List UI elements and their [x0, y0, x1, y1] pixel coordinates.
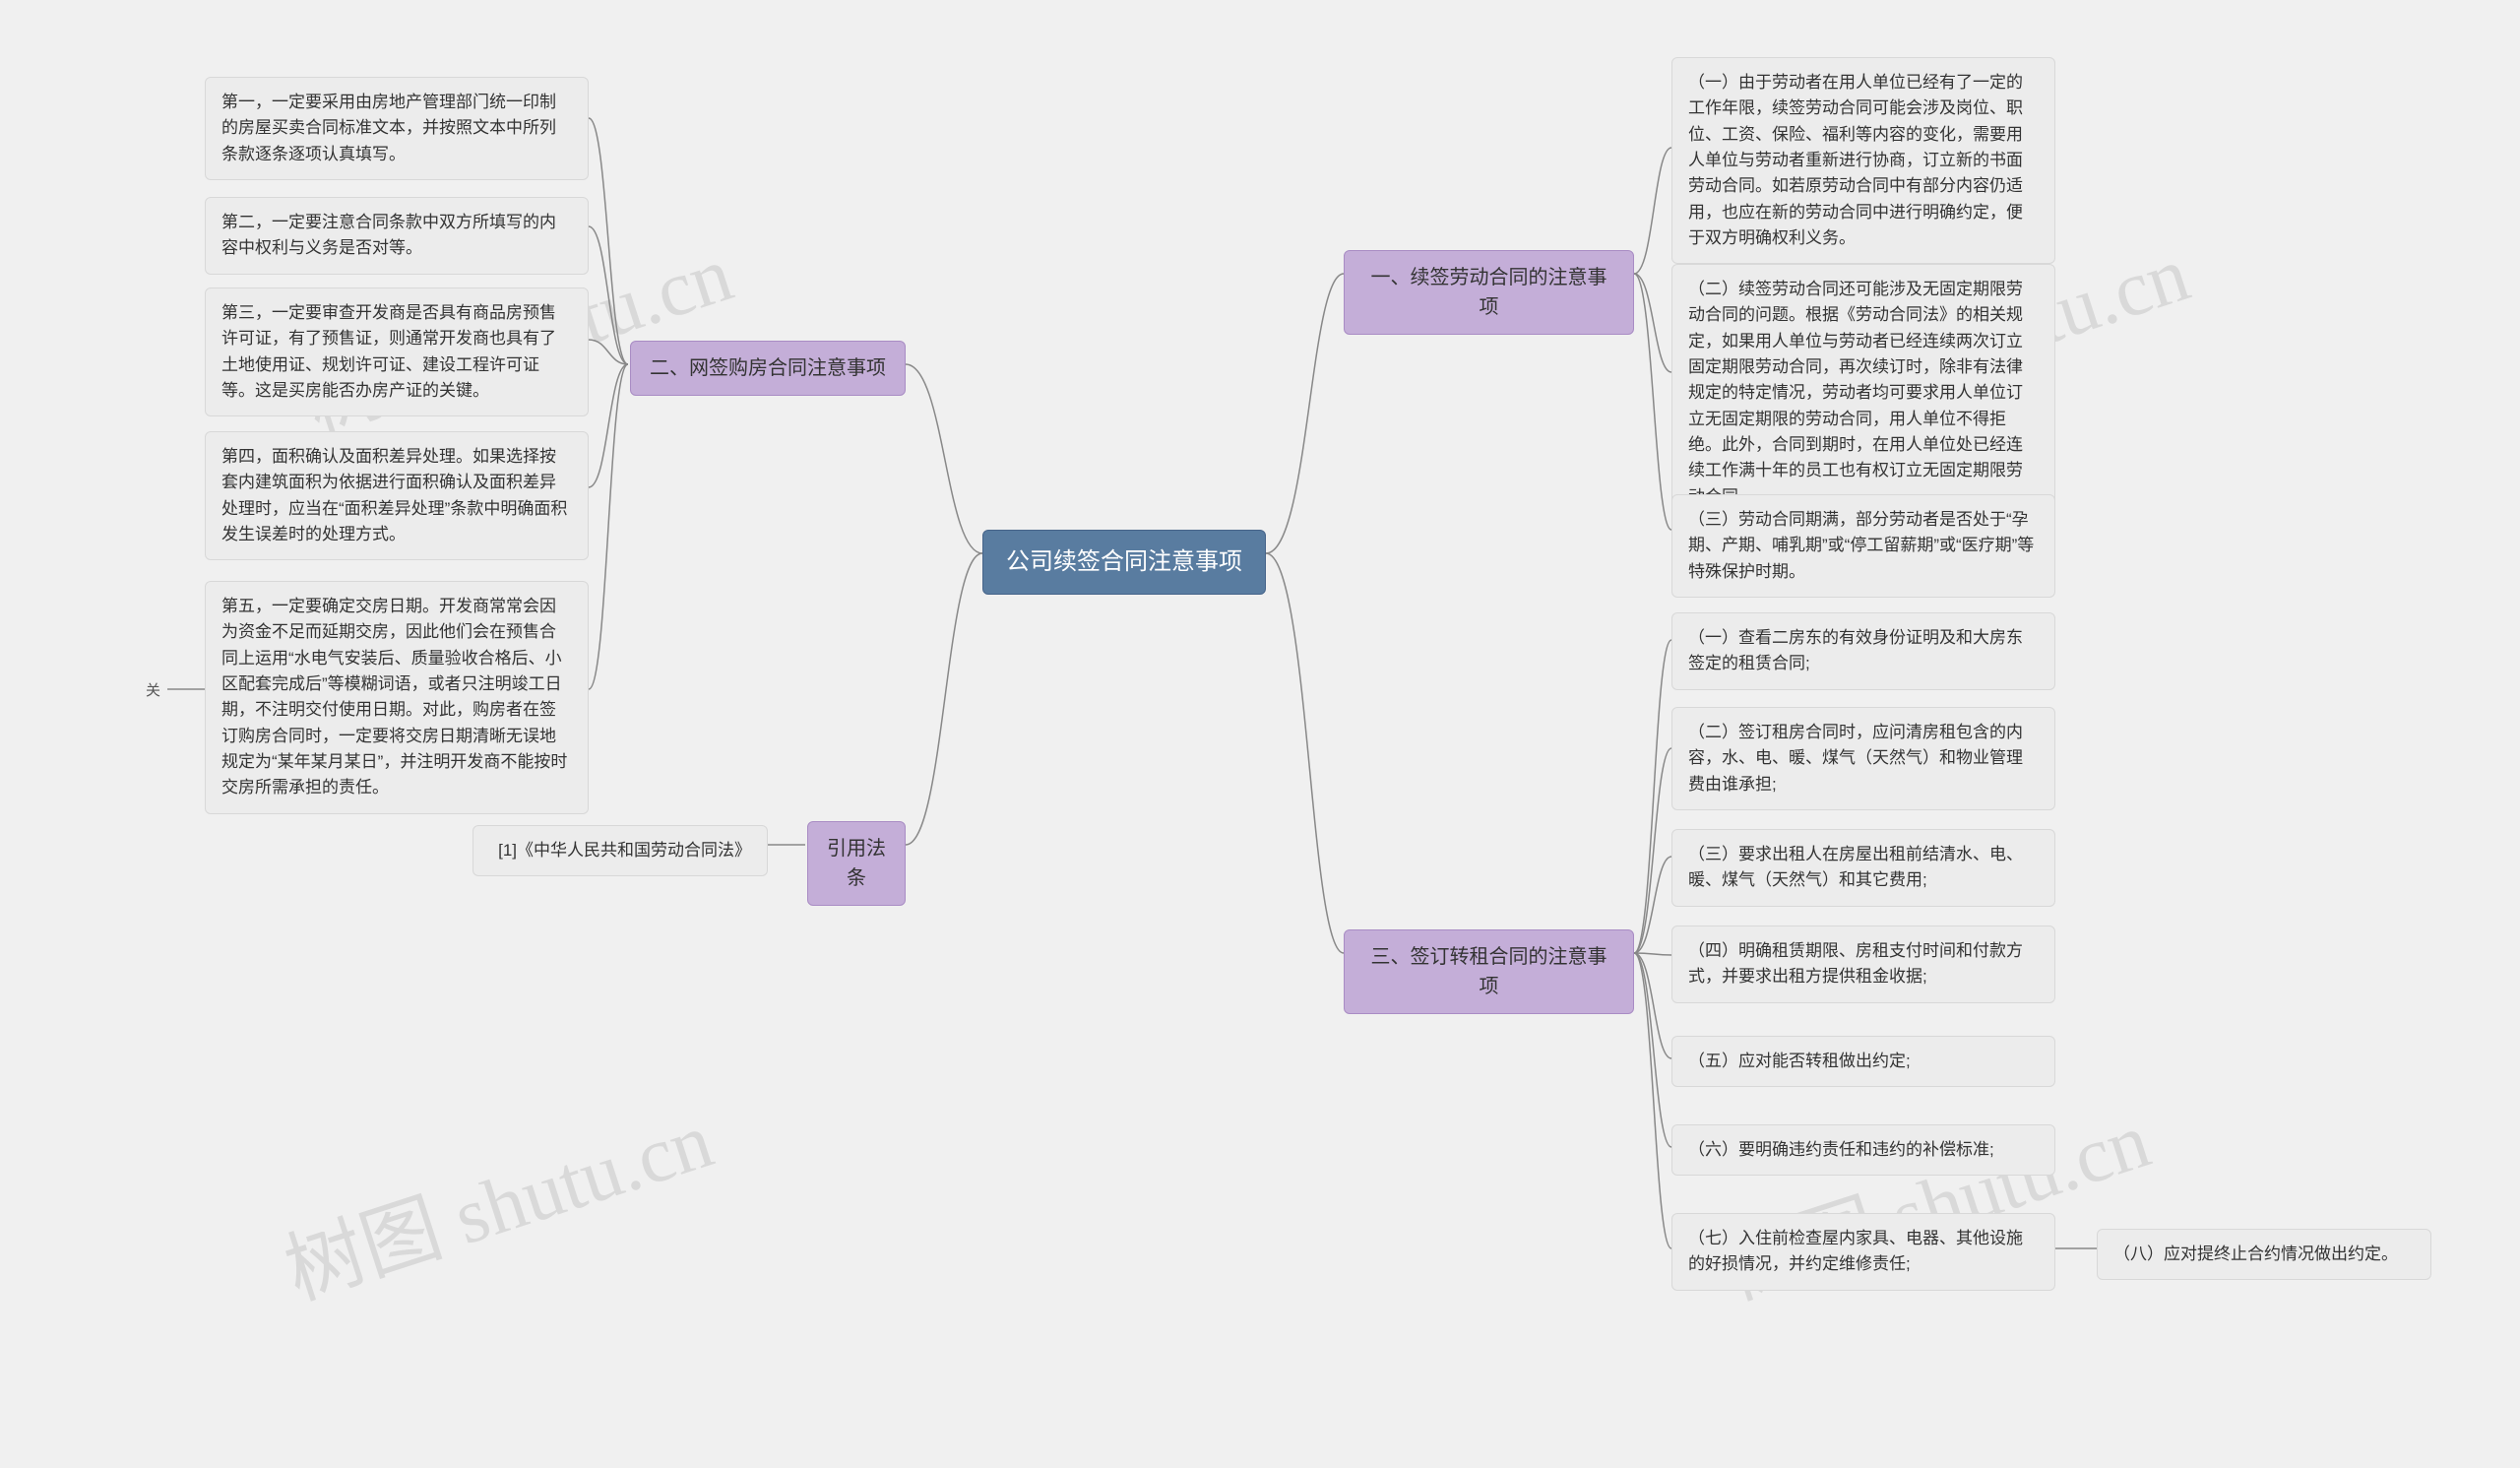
leaf-b2-5: 第五，一定要确定交房日期。开发商常常会因为资金不足而延期交房，因此他们会在预售合… [205, 581, 589, 814]
leaf-b2-4: 第四，面积确认及面积差异处理。如果选择按套内建筑面积为依据进行面积确认及面积差异… [205, 431, 589, 560]
branch-labor-renewal[interactable]: 一、续签劳动合同的注意事项 [1344, 250, 1634, 335]
leaf-b2-2: 第二，一定要注意合同条款中双方所填写的内容中权利与义务是否对等。 [205, 197, 589, 275]
leaf-b3-7: （七）入住前检查屋内家具、电器、其他设施的好损情况，并约定维修责任; [1671, 1213, 2055, 1291]
watermark: 树图 shutu.cn [269, 1076, 724, 1321]
leaf-b2-3: 第三，一定要审查开发商是否具有商品房预售许可证，有了预售证，则通常开发商也具有了… [205, 287, 589, 416]
leaf-b2-1: 第一，一定要采用由房地产管理部门统一印制的房屋买卖合同标准文本，并按照文本中所列… [205, 77, 589, 180]
leaf-b3-5: （五）应对能否转租做出约定; [1671, 1036, 2055, 1087]
root-node[interactable]: 公司续签合同注意事项 [982, 530, 1266, 595]
leaf-b1-2: （二）续签劳动合同还可能涉及无固定期限劳动合同的问题。根据《劳动合同法》的相关规… [1671, 264, 2055, 523]
leaf-b1-1: （一）由于劳动者在用人单位已经有了一定的工作年限，续签劳动合同可能会涉及岗位、职… [1671, 57, 2055, 264]
leaf-b3-6: （六）要明确违约责任和违约的补偿标准; [1671, 1124, 2055, 1176]
leaf-b3-4: （四）明确租赁期限、房租支付时间和付款方式，并要求出租方提供租金收据; [1671, 925, 2055, 1003]
leaf-b3-2: （二）签订租房合同时，应问清房租包含的内容，水、电、暖、煤气（天然气）和物业管理… [1671, 707, 2055, 810]
leaf-b4-1: [1]《中华人民共和国劳动合同法》 [472, 825, 768, 876]
leaf-b3-3: （三）要求出租人在房屋出租前结清水、电、暖、煤气（天然气）和其它费用; [1671, 829, 2055, 907]
branch-house-purchase[interactable]: 二、网签购房合同注意事项 [630, 341, 906, 396]
leaf-b2-5-tail: 关 [146, 679, 160, 700]
branch-cited-laws[interactable]: 引用法条 [807, 821, 906, 906]
leaf-b1-3: （三）劳动合同期满，部分劳动者是否处于“孕期、产期、哺乳期”或“停工留薪期”或“… [1671, 494, 2055, 598]
leaf-b3-1: （一）查看二房东的有效身份证明及和大房东签定的租赁合同; [1671, 612, 2055, 690]
branch-sublease[interactable]: 三、签订转租合同的注意事项 [1344, 929, 1634, 1014]
leaf-b3-8: （八）应对提终止合约情况做出约定。 [2097, 1229, 2431, 1280]
